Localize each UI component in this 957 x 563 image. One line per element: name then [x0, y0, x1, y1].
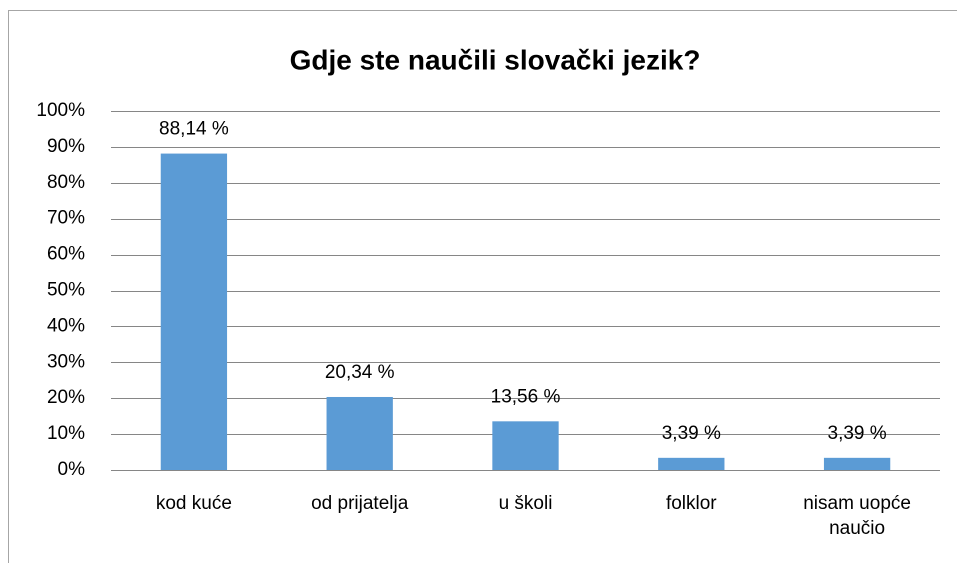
x-tick-label: kod kuće [155, 493, 232, 514]
x-tick-label: u školi [498, 493, 553, 514]
x-tick-label-box: od prijatelja [311, 493, 409, 514]
y-tick-label: 20% [47, 387, 85, 408]
bar [326, 396, 393, 470]
data-label: 13,56 % [491, 386, 561, 407]
bar [492, 421, 559, 470]
x-tick-label: folklor [665, 493, 717, 514]
x-tick-label-box: folklor [665, 493, 717, 514]
data-label: 3,39 % [662, 423, 721, 444]
data-label: 88,14 % [159, 119, 229, 140]
y-tick-label: 30% [47, 351, 85, 372]
bar [823, 457, 891, 470]
y-tick-label: 100% [36, 100, 85, 121]
bar [160, 153, 228, 470]
y-tick-label: 40% [47, 315, 85, 336]
chart-frame [8, 10, 957, 563]
x-tick-label-box: u školi [498, 493, 553, 514]
x-tick-label-box: nisam uopće naučio [803, 493, 911, 539]
y-tick-label: 80% [47, 172, 85, 193]
x-tick-label-box: kod kuće [155, 493, 232, 514]
y-tick-label: 50% [47, 280, 85, 301]
bar [658, 457, 725, 470]
x-tick-label: od prijatelja [311, 493, 409, 514]
chart-title: Gdje ste naučili slovački jezik? [290, 44, 701, 75]
data-label: 20,34 % [325, 362, 395, 383]
y-tick-label: 60% [47, 244, 85, 265]
y-tick-label: 0% [58, 459, 86, 480]
x-tick-label: nisam uopće naučio [803, 493, 911, 539]
data-label: 3,39 % [828, 423, 887, 444]
y-tick-label: 70% [47, 208, 85, 229]
y-tick-label: 10% [47, 423, 85, 444]
y-tick-label: 90% [47, 136, 85, 157]
